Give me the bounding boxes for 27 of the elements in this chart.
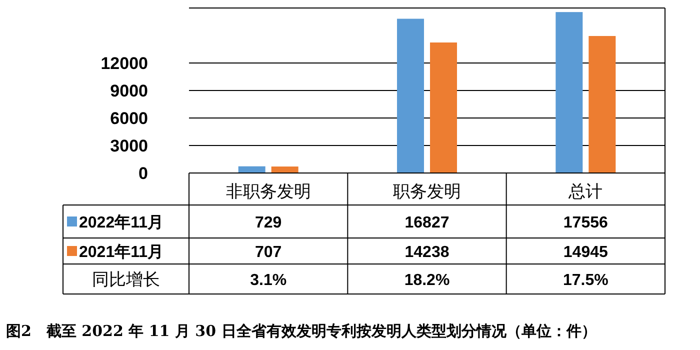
bar [271,166,298,173]
bar [588,36,616,173]
y-tick-label: 12000 [100,54,148,73]
data-label: 16827 [404,214,450,232]
text: 18.2% [404,272,450,289]
y-tick-label: 9000 [110,82,148,100]
bar [397,18,424,173]
data-label: 14238 [404,244,450,261]
text: 17.5% [562,272,608,289]
x-tick-label: 职务发明 [393,182,461,202]
bar [238,166,266,173]
bar [430,42,457,173]
caption: 图2 截至 2022 年 11 月 30 日全省有效发明专利按发明人类型划分情况（单位：件） [6,322,596,340]
text: 3.1% [250,272,287,289]
legend-label: 2021年11月 [79,243,164,261]
data-label: 729 [254,214,282,232]
text: 同比增长 [92,270,160,290]
data-label: 17556 [563,214,608,232]
data-label: 14945 [563,244,608,261]
y-tick-label: 6000 [110,109,148,128]
y-tick-label: 0 [138,164,148,183]
data-label: 707 [254,244,282,261]
x-tick-label: 非职务发明 [226,182,311,202]
x-tick-label: 总计 [568,182,603,202]
legend-label: 2022年11月 [79,214,164,232]
y-tick-label: 3000 [110,136,148,156]
bar [556,12,583,173]
